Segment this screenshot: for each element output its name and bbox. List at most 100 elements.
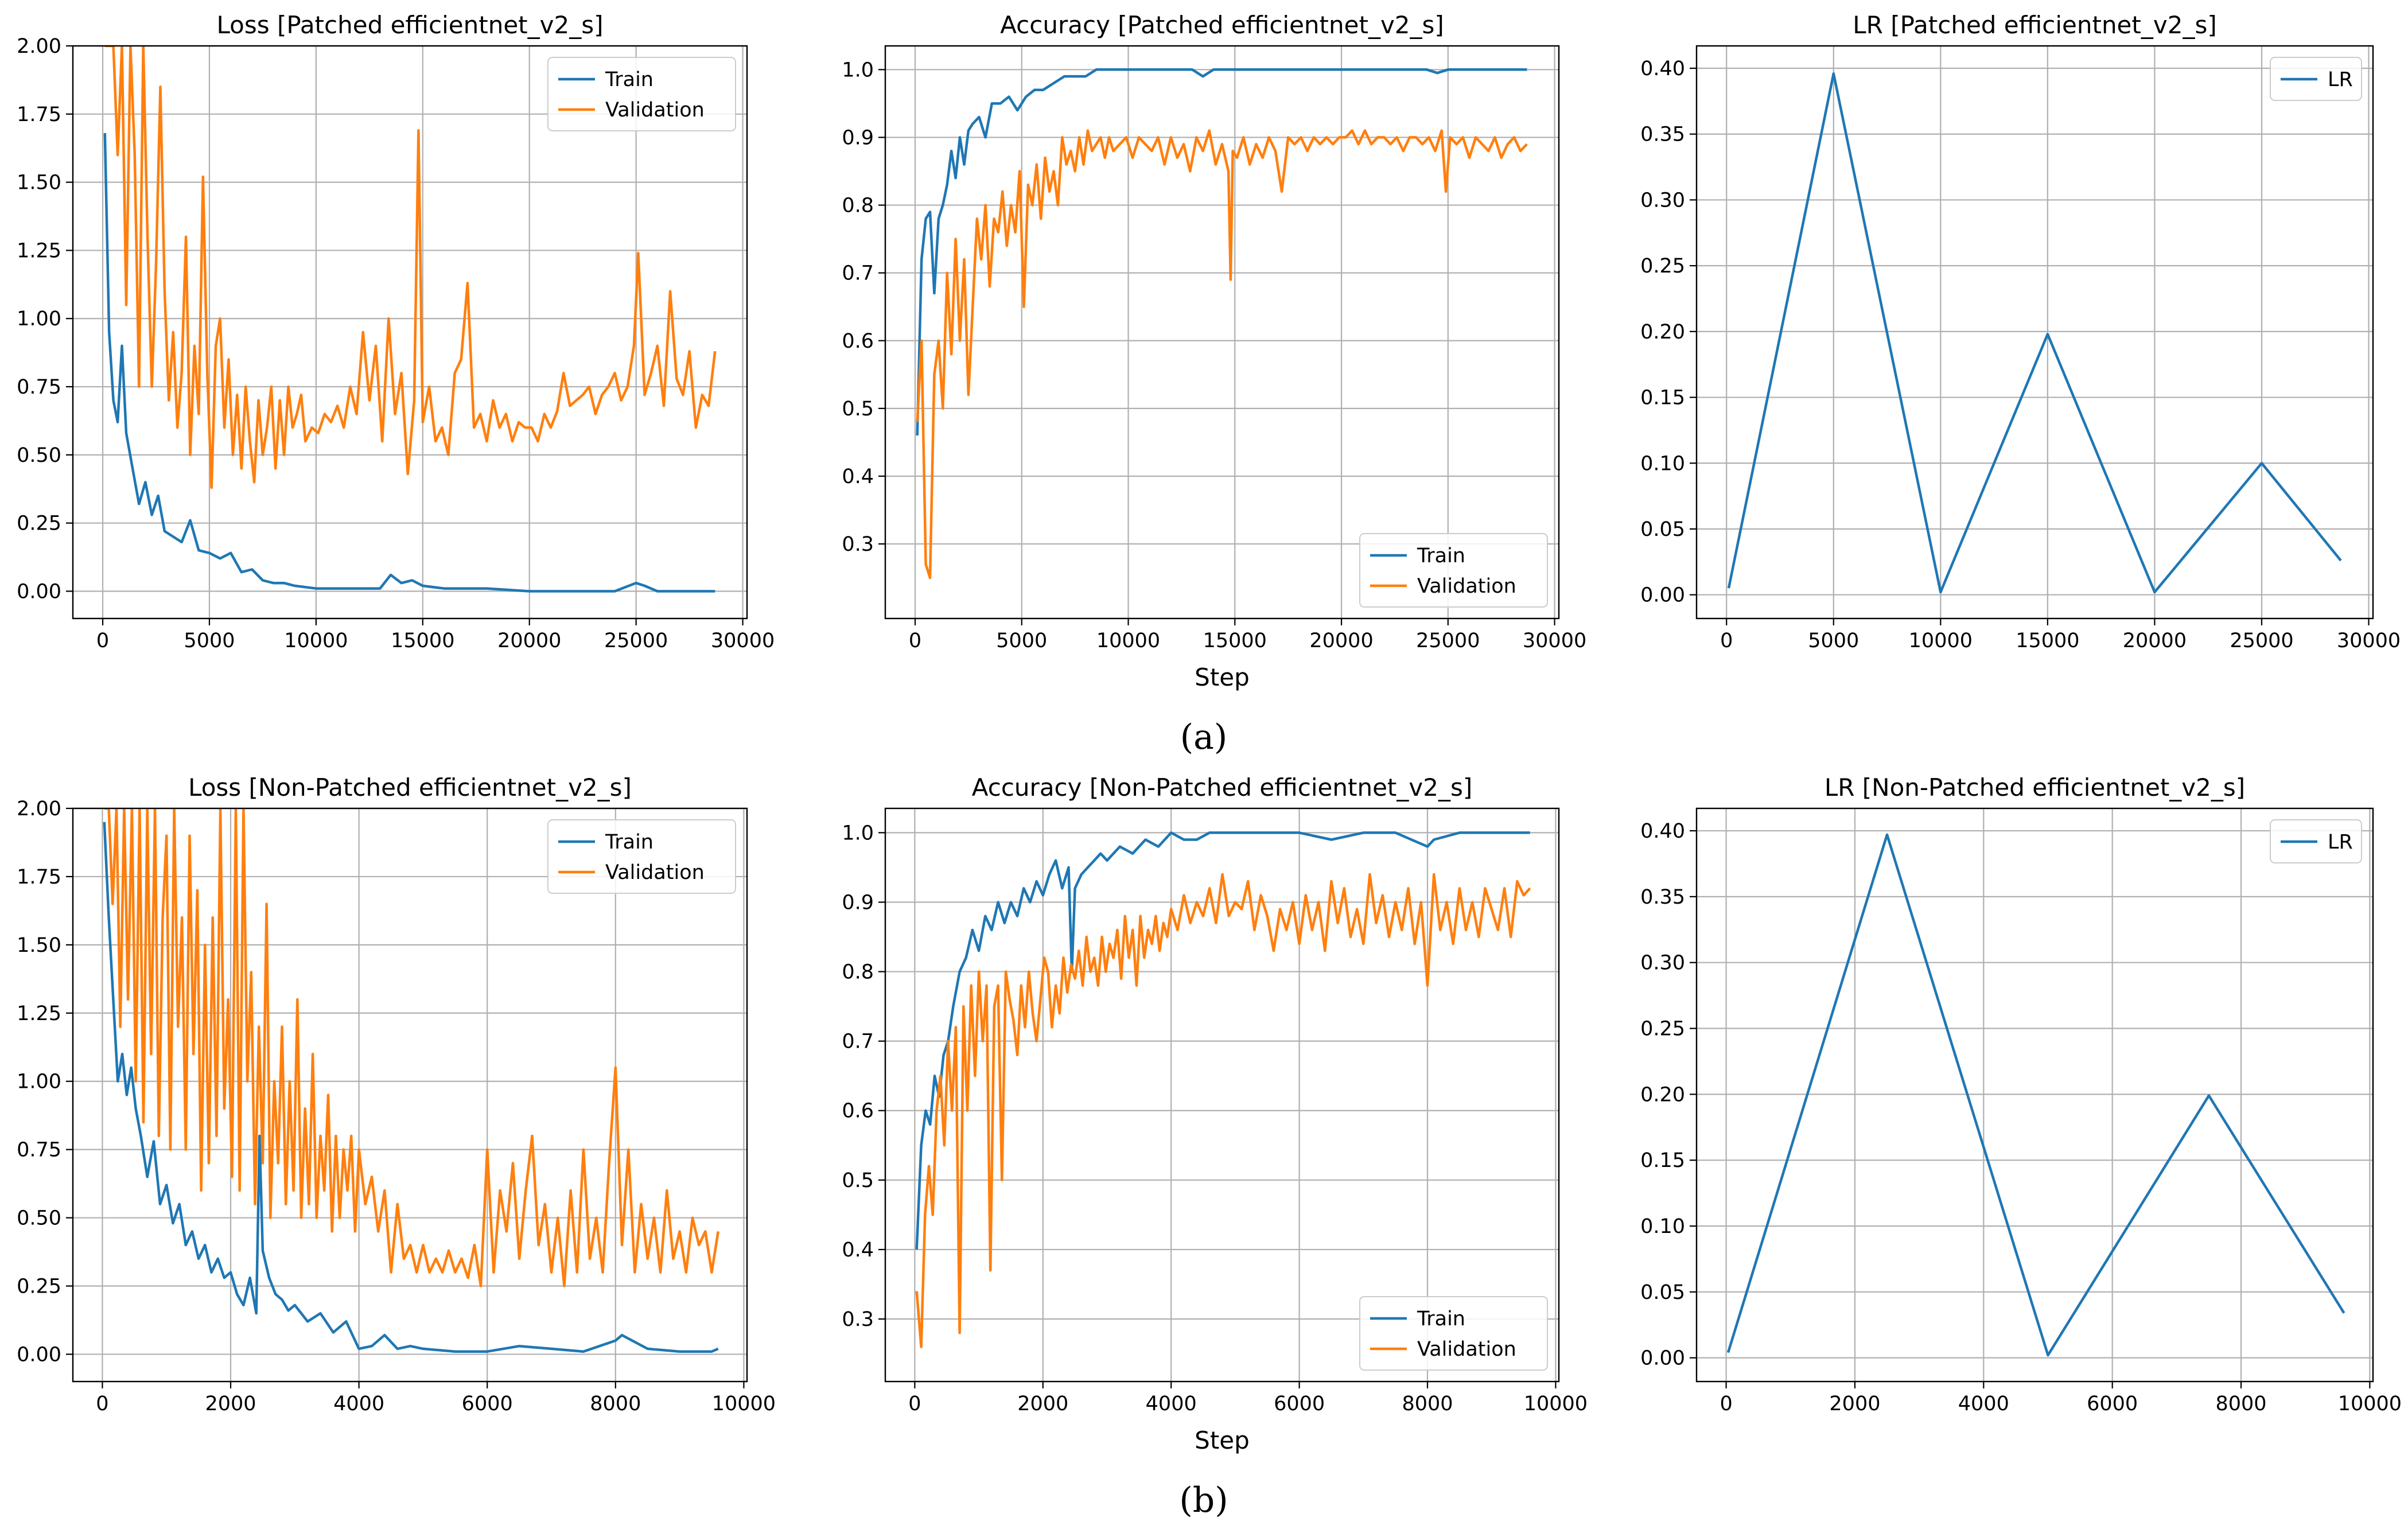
y-tick-label: 1.00 xyxy=(17,308,61,330)
y-tick-label: 0.5 xyxy=(842,398,874,421)
legend: Train Validation xyxy=(547,819,736,894)
x-tick-label: 4000 xyxy=(1958,1392,2009,1415)
y-tick-label: 0.00 xyxy=(1640,1347,1685,1370)
x-tick-label: 8000 xyxy=(2215,1392,2266,1415)
x-tick-label: 30000 xyxy=(1523,629,1586,652)
y-tick-label: 0.3 xyxy=(842,533,874,556)
x-tick-label: 10000 xyxy=(1909,629,1973,652)
legend-label-validation: Validation xyxy=(605,861,705,884)
y-tick-label: 0.20 xyxy=(1640,321,1685,344)
x-tick-label: 30000 xyxy=(2337,629,2401,652)
series-line-train xyxy=(916,68,1527,436)
series-line-train xyxy=(103,822,719,1353)
y-tick-label: 0.6 xyxy=(842,1100,874,1123)
y-tick-label: 0.3 xyxy=(842,1308,874,1331)
y-tick-label: 0.9 xyxy=(842,891,874,914)
y-tick-label: 0.9 xyxy=(842,126,874,149)
x-tick-label: 30000 xyxy=(711,629,775,652)
chart-loss_patched: 0 5000 10000 15000 20000 25000 30000 0.00 0.25 0.… xyxy=(17,11,775,652)
x-tick-label: 6000 xyxy=(1274,1392,1325,1415)
y-tick-label: 1.0 xyxy=(842,822,874,845)
x-tick-label: 20000 xyxy=(1309,629,1373,652)
chart-lr_nonpatched: 0 2000 4000 6000 8000 10000 0.00 0.05 0.10 0.15 0.… xyxy=(1640,773,2402,1415)
y-tick-label: 0.35 xyxy=(1640,886,1685,909)
x-tick-label: 20000 xyxy=(2123,629,2187,652)
y-tick-label: 0.4 xyxy=(842,465,874,488)
x-tick-label: 4000 xyxy=(333,1392,384,1415)
series-line-validation xyxy=(104,46,717,489)
x-tick-label: 0 xyxy=(1720,629,1733,652)
panel-label-a: (a) xyxy=(1180,717,1228,757)
x-tick-label: 15000 xyxy=(1203,629,1267,652)
series-line-lr xyxy=(1726,833,2345,1357)
y-tick-label: 1.25 xyxy=(17,239,61,262)
y-tick-label: 0.00 xyxy=(1640,584,1685,607)
y-tick-label: 0.8 xyxy=(842,961,874,984)
series-line-validation xyxy=(916,129,1528,579)
x-tick-label: 20000 xyxy=(497,629,561,652)
y-tick-label: 0.7 xyxy=(842,262,874,285)
legend-label-validation: Validation xyxy=(1417,1338,1516,1361)
legend: LR xyxy=(2270,57,2362,101)
y-tick-label: 0.5 xyxy=(842,1169,874,1192)
x-axis-label: Step xyxy=(1195,1426,1250,1454)
y-tick-label: 0.00 xyxy=(17,580,61,603)
chart-title: Loss [Patched efficientnet_v2_s] xyxy=(217,11,604,39)
series-line-train xyxy=(103,133,715,593)
panel-label-b: (b) xyxy=(1179,1480,1228,1520)
x-tick-label: 10000 xyxy=(712,1392,776,1415)
x-tick-label: 8000 xyxy=(1402,1392,1453,1415)
axes-frame xyxy=(1695,45,2374,620)
axes-frame xyxy=(1695,807,2374,1383)
legend: Train Validation xyxy=(1359,1296,1548,1371)
y-tick-label: 0.6 xyxy=(842,330,874,353)
y-tick-label: 1.75 xyxy=(17,103,61,126)
chart-acc_nonpatched: 0 2000 4000 6000 8000 10000 0.3 0.4 0.5 0.6 0.7 0.8… xyxy=(842,773,1588,1454)
y-tick-label: 0.7 xyxy=(842,1030,874,1053)
chart-title: LR [Patched efficientnet_v2_s] xyxy=(1853,11,2216,39)
y-tick-label: 0.10 xyxy=(1640,452,1685,475)
x-tick-label: 0 xyxy=(908,1392,921,1415)
chart-title: LR [Non-Patched efficientnet_v2_s] xyxy=(1825,773,2245,801)
x-tick-label: 6000 xyxy=(2087,1392,2138,1415)
axes-frame xyxy=(72,45,748,620)
x-tick-label: 10000 xyxy=(284,629,348,652)
x-tick-label: 2000 xyxy=(1017,1392,1068,1415)
y-tick-label: 0.10 xyxy=(1640,1215,1685,1238)
y-tick-label: 0.50 xyxy=(17,1207,61,1230)
legend-box xyxy=(1359,533,1548,608)
y-tick-label: 0.15 xyxy=(1640,1149,1685,1172)
x-tick-label: 5000 xyxy=(1808,629,1859,652)
x-tick-label: 10000 xyxy=(2338,1392,2402,1415)
series-line-validation xyxy=(915,873,1531,1348)
x-tick-label: 10000 xyxy=(1096,629,1160,652)
y-tick-label: 0.40 xyxy=(1640,820,1685,843)
x-tick-label: 5000 xyxy=(184,629,235,652)
chart-lr_patched: 0 5000 10000 15000 20000 25000 30000 0.00 0.05 0.… xyxy=(1640,11,2401,652)
legend-label-validation: Validation xyxy=(605,99,705,122)
y-tick-label: 1.0 xyxy=(842,59,874,81)
axes-frame xyxy=(884,45,1560,620)
x-tick-label: 25000 xyxy=(604,629,668,652)
chart-acc_patched: 0 5000 10000 15000 20000 25000 30000 0.3 0.4 0.5 0… xyxy=(842,11,1586,691)
legend-label-train: Train xyxy=(1417,544,1465,567)
legend: Train Validation xyxy=(1359,533,1548,608)
legend-box xyxy=(547,819,736,894)
x-tick-label: 10000 xyxy=(1524,1392,1588,1415)
y-tick-label: 2.00 xyxy=(17,797,61,820)
legend-label-lr: LR xyxy=(2328,831,2353,854)
y-tick-label: 0.25 xyxy=(1640,255,1685,278)
legend-label-train: Train xyxy=(605,831,653,854)
legend-box xyxy=(1359,1296,1548,1371)
x-tick-label: 25000 xyxy=(2230,629,2293,652)
x-tick-label: 0 xyxy=(96,629,109,652)
axes-frame xyxy=(884,807,1560,1383)
chart-title: Accuracy [Non-Patched efficientnet_v2_s] xyxy=(972,773,1472,801)
y-tick-label: 0.75 xyxy=(17,376,61,399)
y-tick-label: 0.50 xyxy=(17,444,61,467)
x-axis-label: Step xyxy=(1195,663,1250,691)
x-tick-label: 15000 xyxy=(391,629,454,652)
x-tick-label: 8000 xyxy=(590,1392,641,1415)
y-tick-label: 0.40 xyxy=(1640,57,1685,80)
